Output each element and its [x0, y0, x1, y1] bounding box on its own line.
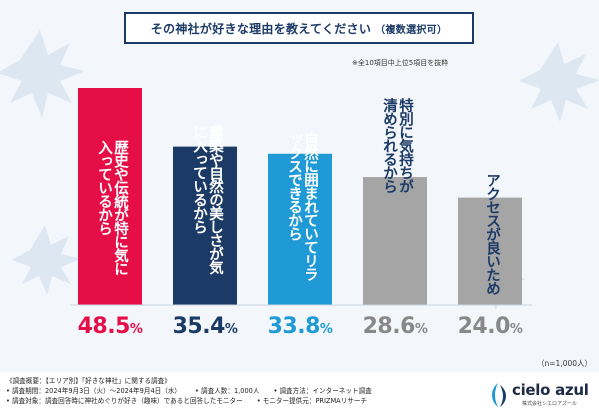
category-label-4: 特別に気持ちが清められるから: [381, 98, 413, 193]
value-label-3: 33.8%: [267, 314, 333, 339]
survey-method: • 調査方法：インターネット調査: [273, 387, 372, 395]
logo-name: cielo azul: [512, 381, 589, 399]
bar-4: [363, 177, 427, 305]
logo-mark-icon: [492, 383, 506, 407]
survey-period: • 調査期間：2024年9月3日（火）～2024年9月4日（水）: [6, 387, 182, 395]
footer-panel: [0, 372, 599, 415]
value-label-5: 24.0%: [457, 314, 523, 339]
value-label-1: 48.5%: [77, 314, 143, 339]
sample-size-label: （n=1,000人）: [537, 359, 593, 368]
bar-chart: [70, 88, 532, 306]
category-label-3: 自然に囲まれていてリラックスできるから: [286, 131, 318, 281]
bar-2: [173, 146, 237, 305]
survey-summary: 《調査概要：【エリア別】「好きな神社」に関する調査》 • 調査期間：2024年9…: [6, 376, 372, 406]
category-label-2: 建築や自然の美しさが気に入っているから: [191, 124, 223, 274]
bar-3: [268, 153, 332, 305]
chart-title: その神社が好きな理由を教えてください （複数選択可）: [124, 12, 474, 44]
chart-note: ※全10項目中上位5項目を抜粋: [352, 59, 449, 67]
company-logo: cielo azul 株式会社シエロアズール: [486, 378, 594, 412]
survey-provider: • モニター提供元：PRIZMAリサーチ: [256, 397, 368, 405]
survey-count: • 調査人数：1,000人: [195, 387, 260, 395]
logo-subtitle: 株式会社シエロアズール: [522, 401, 578, 407]
bar-5: [458, 197, 522, 305]
category-label-1: 歴史や伝統が特に気に入っているから: [96, 140, 128, 275]
bar-1: [78, 88, 142, 305]
survey-target: • 調査対象：調査回答時に神社めぐりが好き（趣味）であると回答したモニター: [6, 397, 243, 405]
title-main: その神社が好きな理由を教えてください: [150, 21, 372, 36]
title-sub: （複数選択可）: [375, 24, 448, 36]
survey-title: 《調査概要：【エリア別】「好きな神社」に関する調査》: [6, 377, 171, 385]
category-label-5: アクセスが良いため: [484, 173, 500, 295]
value-label-2: 35.4%: [172, 314, 238, 339]
value-label-4: 28.6%: [362, 314, 428, 339]
